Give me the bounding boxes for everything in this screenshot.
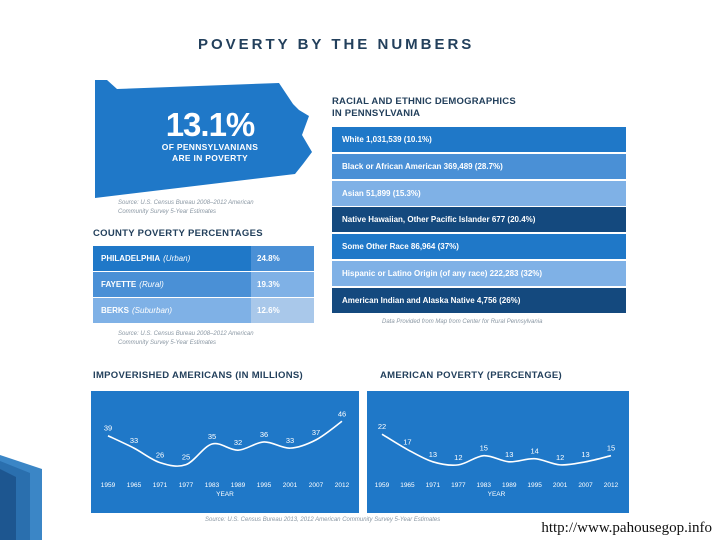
data-label: 26 (156, 451, 164, 460)
x-tick-label: 2012 (604, 482, 619, 489)
chart-american-poverty: 22 1959 17 1965 13 1971 12 1977 15 1983 13 1989 14 19… (367, 391, 629, 513)
series-line (107, 420, 343, 467)
demographic-row-black: Black or African American 369,489 (28.7%… (332, 153, 626, 179)
data-label: 13 (581, 450, 589, 459)
data-label: 33 (286, 436, 294, 445)
data-label: 35 (208, 432, 216, 441)
x-tick-label: 2001 (553, 482, 568, 489)
data-label: 12 (556, 453, 564, 462)
page-title: POVERTY BY THE NUMBERS (198, 36, 475, 53)
x-tick-label: 1959 (375, 482, 390, 489)
data-label: 12 (454, 453, 462, 462)
data-label: 33 (130, 436, 138, 445)
data-label: 13 (429, 450, 437, 459)
x-tick-label: 1971 (426, 482, 441, 489)
demographic-row-other-race: Some Other Race 86,964 (37%) (332, 234, 626, 260)
x-tick-label: 1995 (527, 482, 542, 489)
data-label: 15 (480, 444, 488, 453)
demographics-list: White 1,031,539 (10.1%) Black or African… (332, 127, 626, 315)
headline-line2: ARE IN POVERTY (172, 153, 248, 163)
data-label: 39 (104, 424, 112, 433)
data-label: 14 (530, 447, 538, 456)
x-axis-label: YEAR (488, 491, 506, 498)
headline-source-line1: Source: U.S. Census Bureau 2008–2012 Ame… (118, 200, 254, 206)
series-line (381, 433, 612, 466)
chart-title-impoverished: IMPOVERISHED AMERICANS (IN MILLIONS) (93, 370, 303, 381)
county-name: FAYETTE (101, 280, 137, 289)
county-type: (Rural) (139, 280, 164, 289)
chart-title-poverty-percentage: AMERICAN POVERTY (PERCENTAGE) (380, 370, 563, 381)
data-label: 22 (378, 422, 386, 431)
county-source-line1: Source: U.S. Census Bureau 2008–2012 Ame… (118, 331, 254, 337)
demographics-title: RACIAL AND ETHNIC DEMOGRAPHICS IN PENNSY… (332, 96, 516, 120)
x-tick-label: 1983 (205, 482, 220, 489)
x-tick-label: 2007 (578, 482, 593, 489)
demographic-row-hispanic: Hispanic or Latino Origin (of any race) … (332, 260, 626, 286)
headline-block: 13.1% OF PENNSYLVANIANS ARE IN POVERTY (140, 108, 280, 164)
x-tick-label: 1971 (153, 482, 168, 489)
data-label: 13 (505, 450, 513, 459)
county-name: PHILADELPHIA (101, 254, 161, 263)
county-value: 24.8% (251, 246, 314, 271)
headline-source: Source: U.S. Census Bureau 2008–2012 Ame… (118, 199, 303, 217)
pennsylvania-map (95, 80, 312, 198)
data-label: 25 (182, 453, 190, 462)
county-row-fayette: FAYETTE (Rural) 19.3% (93, 272, 314, 297)
x-tick-label: 1977 (179, 482, 194, 489)
x-tick-label: 2001 (283, 482, 298, 489)
headline-source-line2: Community Survey 5-Year Estimates (118, 209, 217, 215)
chart-svg: 22 1959 17 1965 13 1971 12 1977 15 1983 13 1989 14 19… (375, 422, 619, 498)
county-type: (Urban) (163, 254, 191, 263)
x-tick-label: 1959 (101, 482, 116, 489)
county-value: 19.3% (251, 272, 314, 297)
county-source-line2: Community Survey 5-Year Estimates (118, 340, 217, 346)
x-tick-label: 2007 (309, 482, 324, 489)
chart-impoverished-americans: 39 1959 33 1965 26 1971 25 1977 35 1983 32 1989 36 19… (91, 391, 359, 513)
data-label: 36 (260, 430, 268, 439)
decorative-accent (0, 455, 42, 540)
bottom-source: Source: U.S. Census Bureau 2013, 2012 Am… (205, 517, 441, 523)
county-table: PHILADELPHIA (Urban) 24.8% FAYETTE (Rural)… (93, 246, 314, 324)
demographics-title-line1: RACIAL AND ETHNIC DEMOGRAPHICS (332, 96, 516, 107)
source-url: http://www.pahousegop.info (536, 518, 717, 540)
x-tick-label: 1965 (127, 482, 142, 489)
x-tick-label: 1983 (477, 482, 492, 489)
chart-svg: 39 1959 33 1965 26 1971 25 1977 35 1983 32 1989 36 19… (101, 409, 350, 498)
headline-line1: OF PENNSYLVANIANS (161, 142, 259, 152)
county-row-berks: BERKS (Suburban) 12.6% (93, 298, 314, 323)
data-label: 37 (312, 428, 320, 437)
demographic-row-pacific-islander: Native Hawaiian, Other Pacific Islander … (332, 207, 626, 233)
x-tick-label: 1995 (257, 482, 272, 489)
county-section-title: COUNTY POVERTY PERCENTAGES (93, 228, 263, 239)
data-label: 46 (338, 409, 346, 418)
county-source: Source: U.S. Census Bureau 2008–2012 Ame… (118, 330, 303, 348)
county-name: BERKS (101, 306, 130, 315)
data-label: 32 (234, 438, 242, 447)
county-type: (Suburban) (132, 306, 173, 315)
county-value: 12.6% (251, 298, 314, 323)
x-tick-label: 1989 (231, 482, 246, 489)
demographics-title-line2: IN PENNSYLVANIA (332, 108, 421, 119)
demographic-row-white: White 1,031,539 (10.1%) (332, 127, 626, 152)
demographic-row-american-indian: American Indian and Alaska Native 4,756 … (332, 287, 626, 313)
x-axis-label: YEAR (216, 491, 234, 498)
x-tick-label: 1989 (502, 482, 517, 489)
demographic-row-asian: Asian 51,899 (15.3%) (332, 180, 626, 206)
x-tick-label: 1977 (451, 482, 466, 489)
county-row-philadelphia: PHILADELPHIA (Urban) 24.8% (93, 246, 314, 271)
demographics-source: Data Provided from Map from Center for R… (382, 319, 543, 325)
x-tick-label: 2012 (335, 482, 350, 489)
x-tick-label: 1965 (400, 482, 415, 489)
data-label: 15 (607, 444, 615, 453)
data-label: 17 (403, 438, 411, 447)
headline-percent: 13.1% (165, 106, 256, 143)
